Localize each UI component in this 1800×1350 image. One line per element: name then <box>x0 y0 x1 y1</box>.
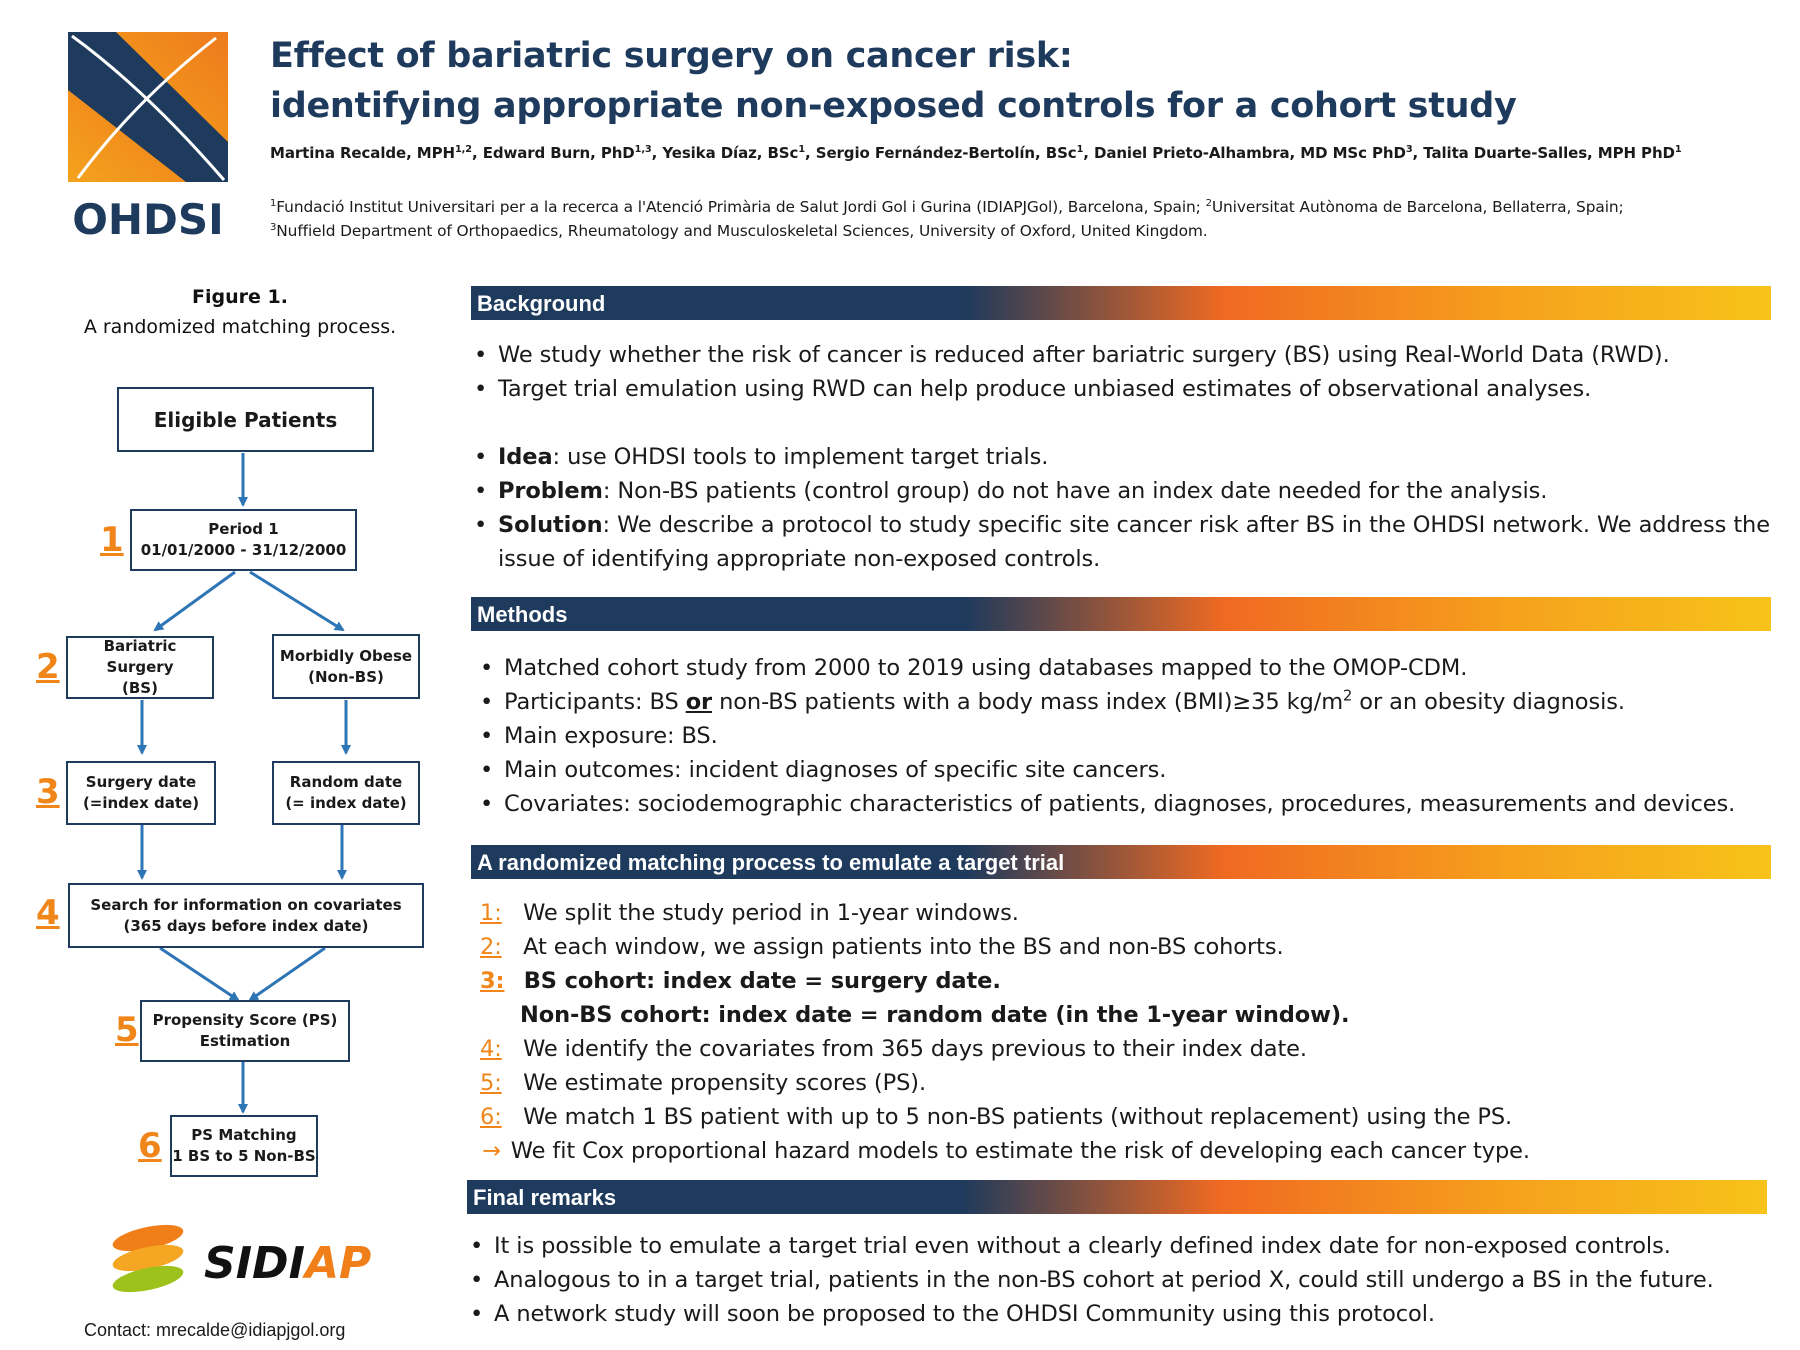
list-item: Participants: BS or non-BS patients with… <box>476 685 1786 719</box>
propensity-score-box: Propensity Score (PS) Estimation <box>140 1000 350 1062</box>
process-step: 6: We match 1 BS patient with up to 5 no… <box>480 1104 1513 1130</box>
contact-email: Contact: mrecalde@idiapjgol.org <box>84 1320 346 1340</box>
list-item: Main outcomes: incident diagnoses of spe… <box>476 753 1786 787</box>
list-item: Matched cohort study from 2000 to 2019 u… <box>476 651 1786 685</box>
sidiap-logo: SIDIAP <box>112 1224 371 1293</box>
arrow-right-icon: → <box>482 1138 501 1164</box>
process-step: 4: We identify the covariates from 365 d… <box>480 1036 1307 1062</box>
affiliations-line2: 3Nuffield Department of Orthopaedics, Rh… <box>270 221 1208 240</box>
author: Martina Recalde, MPH1,2 <box>270 144 472 162</box>
figure-subtitle: A randomized matching process. <box>83 316 397 338</box>
final-remarks-header: Final remarks <box>467 1180 1767 1214</box>
author: Sergio Fernández-Bertolín, BSc1 <box>815 144 1084 162</box>
ohdsi-logo: OHDSI <box>68 32 228 242</box>
poster-title-line1: Effect of bariatric surgery on cancer ri… <box>270 36 1073 76</box>
process-step: 5: We estimate propensity scores (PS). <box>480 1070 926 1096</box>
methods-list: Matched cohort study from 2000 to 2019 u… <box>476 651 1786 821</box>
bariatric-surgery-box: Bariatric Surgery (BS) <box>66 636 214 699</box>
background-list: We study whether the risk of cancer is r… <box>470 338 1780 576</box>
step-number: 4 <box>36 893 60 933</box>
process-conclusion: → We fit Cox proportional hazard models t… <box>482 1138 1530 1164</box>
flowchart: Eligible Patients Period 1 01/01/2000 - 3… <box>0 340 480 1190</box>
final-remarks-list: It is possible to emulate a target trial… <box>466 1229 1776 1331</box>
random-date-box: Random date (= index date) <box>272 761 420 825</box>
list-item: Analogous to in a target trial, patients… <box>466 1263 1776 1297</box>
process-header: A randomized matching process to emulate… <box>471 845 1771 879</box>
author: Daniel Prieto-Alhambra, MD MSc PhD3 <box>1093 144 1413 162</box>
list-item: Solution: We describe a protocol to stud… <box>470 508 1780 576</box>
author: Yesika Díaz, BSc1 <box>662 144 805 162</box>
list-item: Main exposure: BS. <box>476 719 1786 753</box>
process-step: Non-BS cohort: index date = random date … <box>520 1002 1350 1028</box>
list-item: Target trial emulation using RWD can hel… <box>470 372 1780 406</box>
author: Talita Duarte-Salles, MPH PhD1 <box>1423 144 1682 162</box>
step-number: 3 <box>36 772 60 812</box>
author: Edward Burn, PhD1,3 <box>482 144 652 162</box>
list-item: Covariates: sociodemographic characteris… <box>476 787 1786 821</box>
background-header: Background <box>471 286 1771 320</box>
methods-header: Methods <box>471 597 1771 631</box>
surgery-date-box: Surgery date (=index date) <box>66 761 216 825</box>
step-number: 5 <box>115 1010 139 1050</box>
process-list: 1: We split the study period in 1-year w… <box>470 896 1780 1168</box>
process-step: 2: At each window, we assign patients in… <box>480 934 1284 960</box>
process-step: 1: We split the study period in 1-year w… <box>480 900 1019 926</box>
list-item: A network study will soon be proposed to… <box>466 1297 1776 1331</box>
svg-text:SIDIAP: SIDIAP <box>204 1238 371 1289</box>
affiliations-line1: 1Fundació Institut Universitari per a la… <box>270 197 1624 216</box>
list-item: Idea: use OHDSI tools to implement targe… <box>470 440 1780 474</box>
ps-matching-box: PS Matching 1 BS to 5 Non-BS <box>170 1115 318 1177</box>
process-step: 3: BS cohort: index date = surgery date. <box>480 968 1001 994</box>
list-item: Problem: Non-BS patients (control group)… <box>470 474 1780 508</box>
step-number: 2 <box>36 647 60 687</box>
poster-title-line2: identifying appropriate non-exposed cont… <box>270 86 1517 126</box>
eligible-patients-box: Eligible Patients <box>117 387 374 452</box>
morbidly-obese-box: Morbidly Obese (Non-BS) <box>272 634 420 699</box>
list-item: We study whether the risk of cancer is r… <box>470 338 1780 372</box>
period-box: Period 1 01/01/2000 - 31/12/2000 <box>130 509 357 571</box>
covariates-box: Search for information on covariates (365… <box>68 883 424 948</box>
flowchart-arrows <box>137 453 351 1114</box>
step-number: 6 <box>138 1126 162 1166</box>
figure-title: Figure 1. <box>192 286 288 308</box>
svg-text:OHDSI: OHDSI <box>72 195 224 242</box>
authors-line: Martina Recalde, MPH1,2, Edward Burn, Ph… <box>270 144 1682 162</box>
step-number: 1 <box>100 520 124 560</box>
list-item: It is possible to emulate a target trial… <box>466 1229 1776 1263</box>
